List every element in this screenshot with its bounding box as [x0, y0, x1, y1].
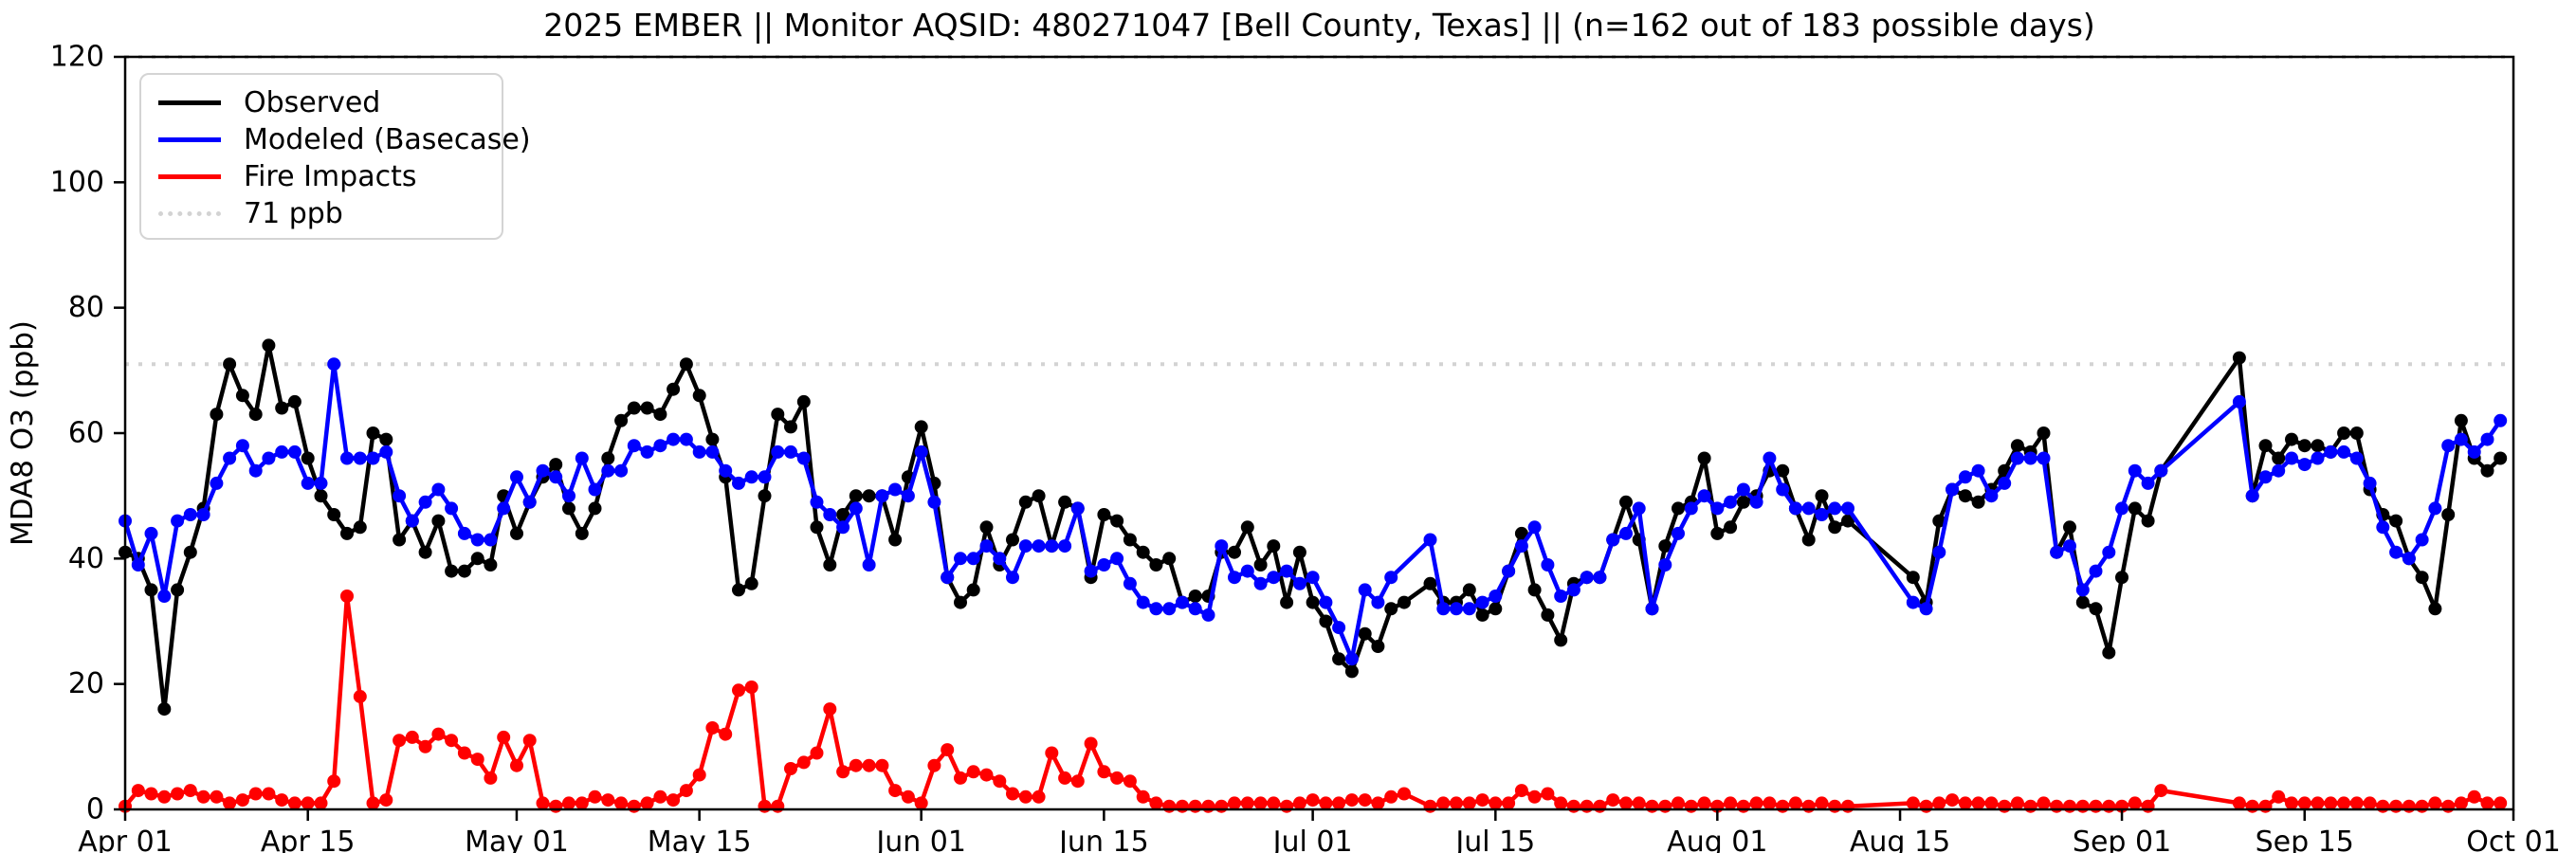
y-tick-label: 60	[68, 417, 104, 450]
x-tick-label: Sep 15	[2256, 826, 2354, 853]
threshold-line-icon	[158, 211, 221, 216]
modeled-line-icon	[158, 137, 221, 142]
legend-row-threshold: 71 ppb	[158, 195, 502, 232]
legend-label-fire: Fire Impacts	[244, 159, 417, 193]
legend-label-observed: Observed	[244, 85, 381, 119]
y-tick-label: 20	[68, 667, 104, 700]
x-tick-label: Apr 01	[78, 826, 173, 853]
legend-row-fire: Fire Impacts	[158, 158, 502, 195]
series-markers-2	[119, 590, 2508, 813]
legend-label-threshold: 71 ppb	[244, 196, 343, 230]
observed-line-icon	[158, 100, 221, 105]
y-axis-label: MDA8 O3 (ppb)	[6, 320, 40, 546]
y-tick-label: 40	[68, 542, 104, 575]
y-tick-label: 100	[50, 166, 104, 199]
x-tick-label: Jul 01	[1271, 826, 1353, 853]
x-tick-label: Oct 01	[2466, 826, 2561, 853]
x-tick-label: Aug 15	[1850, 826, 1950, 853]
series-line-0	[122, 343, 2503, 712]
y-tick-label: 80	[68, 291, 104, 324]
series-line-2	[122, 593, 2503, 808]
x-tick-label: Aug 01	[1667, 826, 1767, 853]
legend-label-modeled: Modeled (Basecase)	[244, 122, 531, 156]
x-tick-label: Apr 15	[261, 826, 356, 853]
series-markers-0	[119, 338, 2508, 717]
x-tick-label: Jun 15	[1057, 826, 1149, 853]
chart-title: 2025 EMBER || Monitor AQSID: 480271047 […	[543, 7, 2095, 44]
x-tick-label: May 01	[465, 826, 569, 853]
x-tick-label: Jun 01	[874, 826, 966, 853]
y-tick-label: 120	[50, 41, 104, 74]
x-tick-label: Sep 01	[2073, 826, 2171, 853]
fire-line-icon	[158, 174, 221, 179]
series-markers-1	[119, 357, 2508, 666]
chart-legend: Observed Modeled (Basecase) Fire Impacts…	[139, 73, 531, 240]
legend-row-observed: Observed	[158, 84, 502, 121]
series-line-1	[122, 361, 2503, 662]
y-tick-label: 0	[86, 793, 104, 826]
legend-row-modeled: Modeled (Basecase)	[158, 121, 531, 158]
x-tick-label: May 15	[648, 826, 752, 853]
x-tick-label: Jul 15	[1453, 826, 1535, 853]
